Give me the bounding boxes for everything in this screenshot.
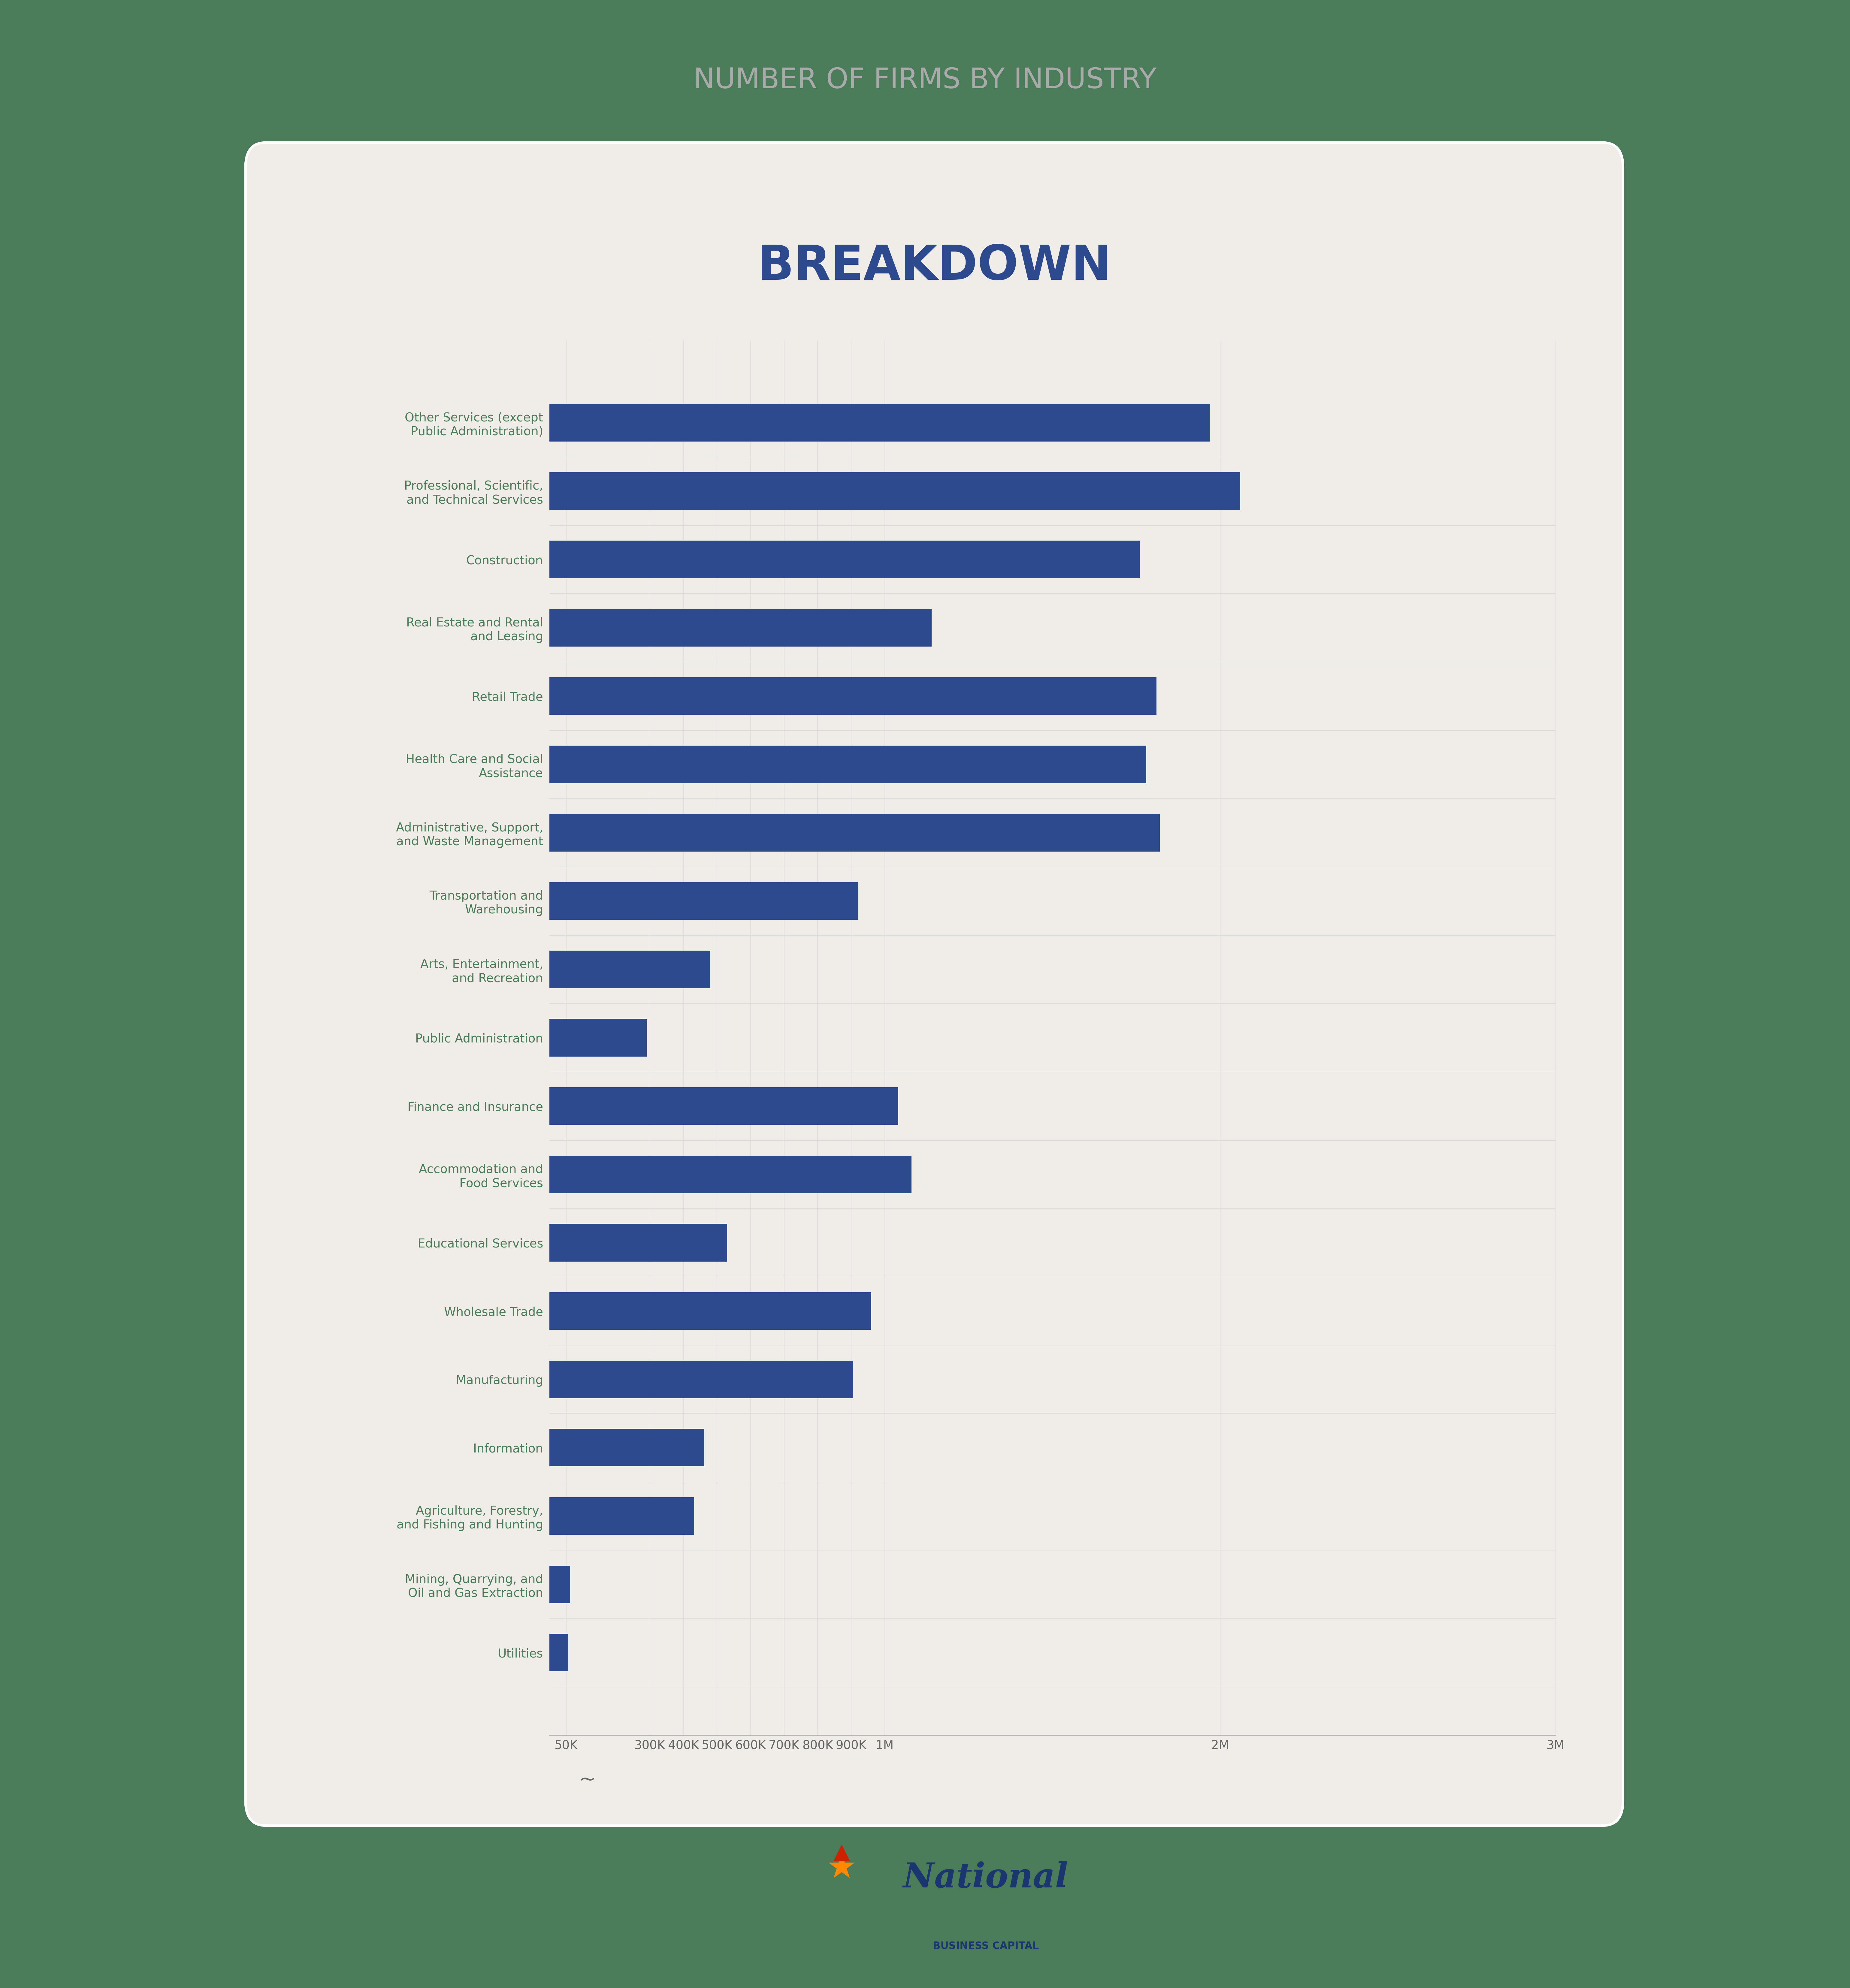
Bar xyxy=(549,404,1210,441)
Bar xyxy=(549,473,1240,509)
Bar xyxy=(549,1292,871,1330)
Bar xyxy=(549,1155,912,1193)
Bar xyxy=(549,1634,568,1672)
Bar xyxy=(549,746,1147,783)
Text: National: National xyxy=(903,1861,1067,1895)
Bar xyxy=(549,678,1156,716)
Text: NUMBER OF FIRMS BY INDUSTRY: NUMBER OF FIRMS BY INDUSTRY xyxy=(694,68,1156,93)
Bar xyxy=(549,883,858,920)
Bar xyxy=(549,813,1160,851)
Text: BUSINESS CAPITAL: BUSINESS CAPITAL xyxy=(932,1940,1038,1950)
Bar xyxy=(549,608,932,646)
Bar xyxy=(549,1497,694,1535)
Bar xyxy=(549,1087,897,1125)
Bar xyxy=(549,1565,570,1602)
Text: BREAKDOWN: BREAKDOWN xyxy=(757,243,1112,290)
Text: ~: ~ xyxy=(579,1769,596,1789)
Bar xyxy=(549,1429,705,1467)
Bar xyxy=(549,1360,853,1398)
Bar xyxy=(549,541,1140,579)
Bar xyxy=(549,1020,647,1056)
Bar xyxy=(549,1225,727,1262)
FancyBboxPatch shape xyxy=(246,143,1622,1825)
Bar xyxy=(549,950,710,988)
